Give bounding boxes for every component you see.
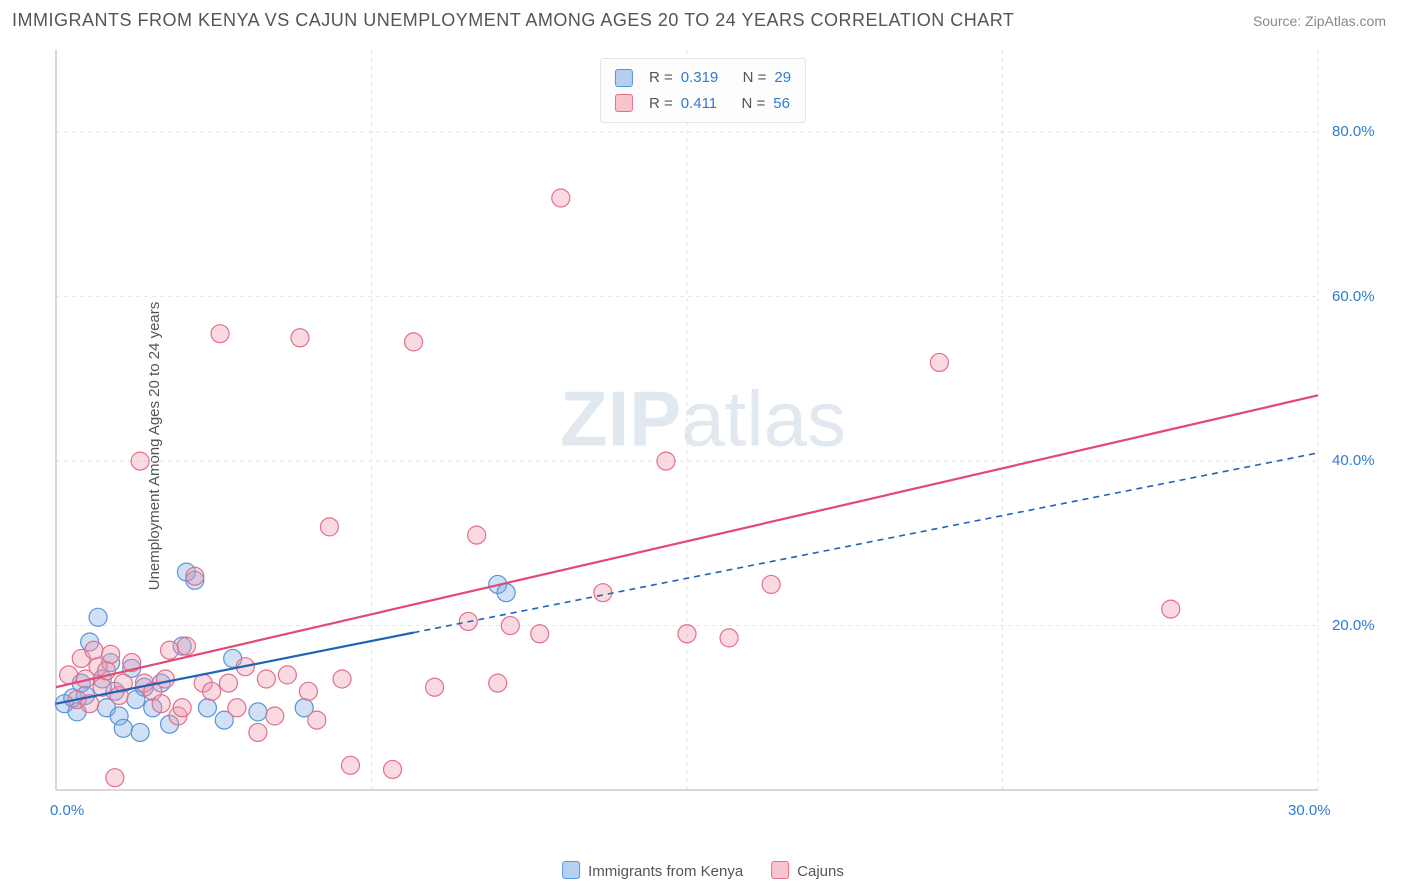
r-value: 0.411 <box>681 91 717 117</box>
chart-title: IMMIGRANTS FROM KENYA VS CAJUN UNEMPLOYM… <box>12 10 1014 31</box>
legend-label: Cajuns <box>797 863 844 880</box>
y-axis-tick-label: 80.0% <box>1332 123 1375 140</box>
n-value: 56 <box>773 91 790 117</box>
r-label: R = <box>649 65 673 91</box>
series-legend: Immigrants from Kenya Cajuns <box>562 861 844 880</box>
x-axis-tick-label: 0.0% <box>50 802 84 819</box>
y-axis-tick-label: 40.0% <box>1332 452 1375 469</box>
legend-label: Immigrants from Kenya <box>588 863 743 880</box>
y-axis-tick-label: 60.0% <box>1332 288 1375 305</box>
swatch-icon <box>562 861 580 879</box>
source-name: ZipAtlas.com <box>1305 13 1386 29</box>
correlation-legend: R = 0.319 N = 29 R = 0.411 N = 56 <box>600 58 806 123</box>
x-axis-tick-label: 30.0% <box>1288 802 1331 819</box>
source-credit: Source: ZipAtlas.com <box>1253 13 1386 29</box>
legend-row-cajuns: R = 0.411 N = 56 <box>615 91 791 117</box>
y-axis-tick-label: 20.0% <box>1332 617 1375 634</box>
r-value: 0.319 <box>681 65 719 91</box>
swatch-icon <box>771 861 789 879</box>
source-prefix: Source: <box>1253 13 1305 29</box>
legend-item-cajuns: Cajuns <box>771 861 844 880</box>
n-label: N = <box>743 65 767 91</box>
swatch-icon <box>615 94 633 112</box>
n-label: N = <box>741 91 765 117</box>
header: IMMIGRANTS FROM KENYA VS CAJUN UNEMPLOYM… <box>0 10 1406 31</box>
legend-item-kenya: Immigrants from Kenya <box>562 861 743 880</box>
legend-row-kenya: R = 0.319 N = 29 <box>615 65 791 91</box>
scatter-chart-svg <box>48 50 1388 850</box>
r-label: R = <box>649 91 673 117</box>
chart-area <box>48 50 1388 850</box>
swatch-icon <box>615 69 633 87</box>
n-value: 29 <box>774 65 791 91</box>
